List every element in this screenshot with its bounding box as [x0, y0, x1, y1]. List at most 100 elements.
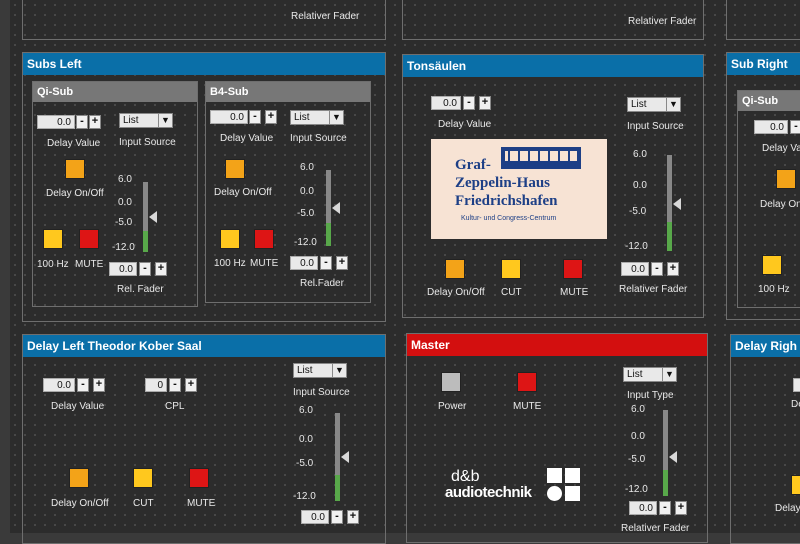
logo-line1: Graf-	[455, 157, 491, 173]
master-mute-button[interactable]	[517, 372, 537, 392]
qi-delay-onoff-label: Delay On/Off	[46, 188, 104, 199]
ton-fader-thumb[interactable]	[673, 198, 681, 210]
ton-input-source-select[interactable]: List ▼	[627, 97, 681, 112]
ton-delay-onoff-button[interactable]	[445, 259, 465, 279]
sub-right-100hz-button[interactable]	[762, 255, 782, 275]
dl-delay-minus-button[interactable]: -	[77, 378, 89, 392]
ton-delay-minus-button[interactable]: -	[463, 96, 475, 110]
ton-delay-onoff-label: Delay On/Off	[427, 287, 485, 298]
master-input-type-select[interactable]: List ▼	[623, 367, 677, 382]
dl-delay-plus-button[interactable]: +	[93, 378, 105, 392]
master-input-type-label: Input Type	[627, 390, 674, 401]
b4-fader-thumb[interactable]	[332, 202, 340, 214]
ton-tick-0: 0.0	[633, 180, 647, 191]
ton-cut-button[interactable]	[501, 259, 521, 279]
qi-sub-title: Qi-Sub	[33, 82, 197, 102]
qi-delay-value-label: Delay Value	[47, 138, 101, 149]
dl-fader-track[interactable]	[335, 413, 340, 501]
dl-cpl-input[interactable]: 0	[145, 378, 167, 392]
qi-100hz-button[interactable]	[43, 229, 63, 249]
qi-mute-button[interactable]	[79, 229, 99, 249]
qi-rel-fader-input[interactable]: 0.0	[109, 262, 137, 276]
master-fader-minus-button[interactable]: -	[659, 501, 671, 515]
delay-right-panel: Delay Righ De Delay	[730, 334, 800, 544]
master-panel: Master Power MUTE List ▼ Input Type 6.0 0…	[406, 333, 708, 543]
dl-tick-0: 0.0	[299, 434, 313, 445]
b4-rel-fader-input[interactable]: 0.0	[290, 256, 318, 270]
canvas: Relativer Fader Relativer Fader Subs Lef…	[10, 0, 800, 544]
dr-cut-button[interactable]	[791, 475, 800, 495]
qi-fader-plus-button[interactable]: +	[155, 262, 167, 276]
qi-delay-value-input[interactable]: 0.0	[37, 115, 75, 129]
b4-fader-track[interactable]	[326, 170, 331, 246]
b4-delay-value-label: Delay Value	[220, 133, 274, 144]
ton-fader-track[interactable]	[667, 155, 672, 251]
dl-delay-onoff-button[interactable]	[69, 468, 89, 488]
sub-right-delay-minus-button[interactable]: -	[790, 120, 800, 134]
dl-mute-button[interactable]	[189, 468, 209, 488]
building-icon	[501, 147, 581, 169]
qi-delay-plus-button[interactable]: +	[89, 115, 101, 129]
dl-input-source-select[interactable]: List ▼	[293, 363, 347, 378]
b4-mute-label: MUTE	[250, 258, 279, 269]
master-input-type-value: List	[627, 369, 643, 380]
dl-fader-input[interactable]: 0.0	[301, 510, 329, 524]
b4-delay-minus-button[interactable]: -	[249, 110, 261, 124]
b4-delay-value-input[interactable]: 0.0	[210, 110, 248, 124]
top-left-fader-label: Relativer Fader	[291, 11, 360, 22]
b4-delay-plus-button[interactable]: +	[265, 110, 277, 124]
chevron-down-icon: ▼	[329, 111, 343, 124]
dl-fader-minus-button[interactable]: -	[331, 510, 343, 524]
b4-input-source-select[interactable]: List ▼	[290, 110, 344, 125]
dl-cpl-minus-button[interactable]: -	[169, 378, 181, 392]
qi-fader-minus-button[interactable]: -	[139, 262, 151, 276]
qi-fader-track[interactable]	[143, 182, 148, 252]
b4-mute-button[interactable]	[254, 229, 274, 249]
logo-line2: Zeppelin-Haus	[455, 175, 551, 191]
subs-left-title: Subs Left	[23, 53, 385, 75]
ton-delay-plus-button[interactable]: +	[479, 96, 491, 110]
b4-fader-plus-button[interactable]: +	[336, 256, 348, 270]
master-power-label: Power	[438, 401, 467, 412]
qi-input-source-select[interactable]: List ▼	[119, 113, 173, 128]
sub-right-delay-onoff-button[interactable]	[776, 169, 796, 189]
b4-delay-onoff-button[interactable]	[225, 159, 245, 179]
dr-delay-input[interactable]	[793, 378, 800, 392]
b4-100hz-button[interactable]	[220, 229, 240, 249]
sub-right-delay-input[interactable]: 0.0	[754, 120, 788, 134]
ton-fader-minus-button[interactable]: -	[651, 262, 663, 276]
top-mid-panel-partial: Relativer Fader	[402, 0, 704, 40]
b4-fader-minus-button[interactable]: -	[320, 256, 332, 270]
master-title: Master	[407, 334, 707, 356]
dl-fader-plus-button[interactable]: +	[347, 510, 359, 524]
dl-mute-label: MUTE	[187, 498, 216, 509]
qi-delay-onoff-button[interactable]	[65, 159, 85, 179]
sub-right-qi-group: Qi-Sub 0.0 - Delay Va Delay On 100 Hz	[737, 90, 800, 308]
ton-fader-plus-button[interactable]: +	[667, 262, 679, 276]
master-fader-thumb[interactable]	[669, 451, 677, 463]
qi-input-source-label: Input Source	[119, 137, 176, 148]
dl-delay-value-input[interactable]: 0.0	[43, 378, 75, 392]
qi-delay-minus-button[interactable]: -	[76, 115, 88, 129]
master-power-button[interactable]	[441, 372, 461, 392]
b4-input-source-value: List	[294, 112, 310, 123]
ton-fader-input[interactable]: 0.0	[621, 262, 649, 276]
qi-fader-thumb[interactable]	[149, 211, 157, 223]
subs-left-panel: Subs Left Qi-Sub 0.0 - + Delay Value Lis…	[22, 52, 386, 322]
dl-cpl-plus-button[interactable]: +	[185, 378, 197, 392]
ton-input-source-label: Input Source	[627, 121, 684, 132]
dl-fader-thumb[interactable]	[341, 451, 349, 463]
master-fader-plus-button[interactable]: +	[675, 501, 687, 515]
dl-cut-button[interactable]	[133, 468, 153, 488]
master-fader-track[interactable]	[663, 410, 668, 496]
ton-mute-label: MUTE	[560, 287, 589, 298]
tonsaeulen-panel: Tonsäulen 0.0 - + Delay Value List ▼ Inpu…	[402, 54, 704, 318]
tonsaeulen-title: Tonsäulen	[403, 55, 703, 77]
ton-cut-label: CUT	[501, 287, 522, 298]
master-fader-input[interactable]: 0.0	[629, 501, 657, 515]
ton-delay-value-input[interactable]: 0.0	[431, 96, 461, 110]
ton-mute-button[interactable]	[563, 259, 583, 279]
delay-left-panel: Delay Left Theodor Kober Saal 0.0 - + De…	[22, 334, 386, 544]
b4-tick-minus12: -12.0	[294, 237, 317, 248]
b4-sub-group: B4-Sub 0.0 - + Delay Value List ▼ Input S…	[205, 81, 371, 303]
